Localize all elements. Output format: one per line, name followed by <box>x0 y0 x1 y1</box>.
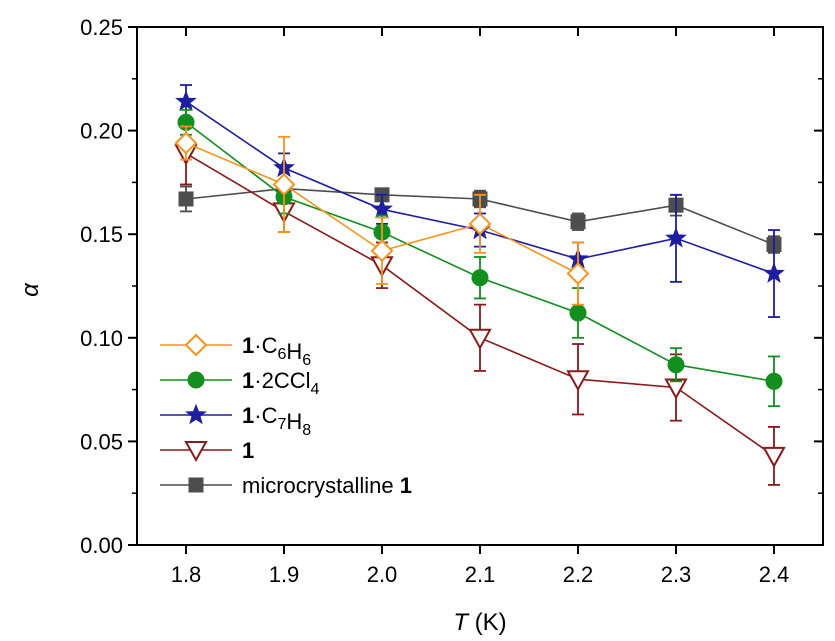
legend-label-subscript: 6 <box>277 346 286 363</box>
data-point-c7h8 <box>763 262 785 283</box>
data-point-ccl4 <box>471 269 489 287</box>
data-point-micro <box>570 214 586 230</box>
data-point-pure <box>566 370 590 392</box>
legend-label-compound: 1 <box>242 403 254 428</box>
legend-item-micro: microcrystalline 1 <box>160 473 412 498</box>
legend-label-pure: 1 <box>242 438 254 463</box>
legend-marker-c7h8 <box>185 403 207 425</box>
y-tick-label: 0.10 <box>80 326 123 351</box>
data-point-c6h6 <box>566 262 590 285</box>
data-point-pure <box>762 446 786 468</box>
legend-item-ccl4: 1·2CCl4 <box>160 368 319 398</box>
legend-label-text: C <box>262 403 278 428</box>
legend-label-separator: · <box>254 333 261 358</box>
x-tick-label: 2.4 <box>759 562 790 587</box>
series-c6h6 <box>174 125 590 306</box>
x-tick-label: 1.9 <box>269 562 300 587</box>
legend-label-separator: · <box>254 368 261 393</box>
legend-item-c7h8: 1·C7H8 <box>160 403 311 439</box>
legend-label-compound: 1 <box>242 438 254 463</box>
legend-label-subscript: 7 <box>277 416 286 433</box>
x-axis-title-unit: (K) <box>468 609 507 636</box>
legend-label-compound: 1 <box>400 473 412 498</box>
x-tick-label: 2.3 <box>661 562 692 587</box>
y-axis-title: α <box>17 282 44 297</box>
legend-label-micro: microcrystalline 1 <box>242 473 412 498</box>
data-point-c6h6 <box>174 131 198 155</box>
legend-label-text: H <box>286 339 302 364</box>
legend-marker-ccl4 <box>187 371 205 389</box>
series-group <box>174 84 786 486</box>
legend-label-text: C <box>262 333 278 358</box>
data-point-ccl4 <box>569 304 587 322</box>
x-tick-label: 2.1 <box>465 562 496 587</box>
x-axis-title: T (K) <box>453 609 506 636</box>
legend-label-prefix: microcrystalline <box>242 473 400 498</box>
legend-label-separator: · <box>254 403 261 428</box>
data-point-pure <box>468 328 492 350</box>
x-axis-title-symbol: T <box>453 609 470 636</box>
legend-label-c7h8: 1·C7H8 <box>242 403 311 439</box>
legend-label-compound: 1 <box>242 368 254 393</box>
legend-label-compound: 1 <box>242 333 254 358</box>
legend-marker-micro <box>188 477 204 493</box>
legend-item-c6h6: 1·C6H6 <box>160 333 311 369</box>
data-point-c6h6 <box>370 239 394 263</box>
legend-marker-c6h6 <box>184 333 208 357</box>
y-tick-label: 0.15 <box>80 222 123 247</box>
data-point-pure <box>664 378 688 400</box>
legend-item-pure: 1 <box>160 438 254 463</box>
data-point-c6h6 <box>468 212 492 236</box>
legend-label-subscript: 8 <box>302 422 311 439</box>
legend-label-text: H <box>286 409 302 434</box>
data-point-ccl4 <box>765 372 783 390</box>
y-tick-label: 0.25 <box>80 15 123 40</box>
y-tick-label: 0.20 <box>80 119 123 144</box>
y-tick-label: 0.00 <box>80 533 123 558</box>
legend-label-ccl4: 1·2CCl4 <box>242 368 319 398</box>
data-point-c7h8 <box>665 226 687 248</box>
legend-label-subscript: 6 <box>302 352 311 369</box>
data-point-c7h8 <box>175 90 197 111</box>
legend-label-c6h6: 1·C6H6 <box>242 333 311 369</box>
data-point-ccl4 <box>667 356 685 374</box>
x-tick-label: 2.2 <box>563 562 594 587</box>
data-point-micro <box>178 191 194 207</box>
legend-label-text: 2CCl <box>262 368 311 393</box>
legend-marker-pure <box>184 441 208 463</box>
data-point-c6h6 <box>272 173 296 196</box>
x-tick-label: 2.0 <box>367 562 398 587</box>
axis-ticks: 1.8 1.9 2.0 2.1 2.2 2.3 2.4 0.00 0.05 0.10 0.15 0.2… <box>80 15 823 587</box>
x-tick-label: 1.8 <box>171 562 202 587</box>
data-point-c7h8 <box>371 197 393 219</box>
y-tick-label: 0.05 <box>80 429 123 454</box>
legend-label-subscript: 4 <box>310 381 319 398</box>
